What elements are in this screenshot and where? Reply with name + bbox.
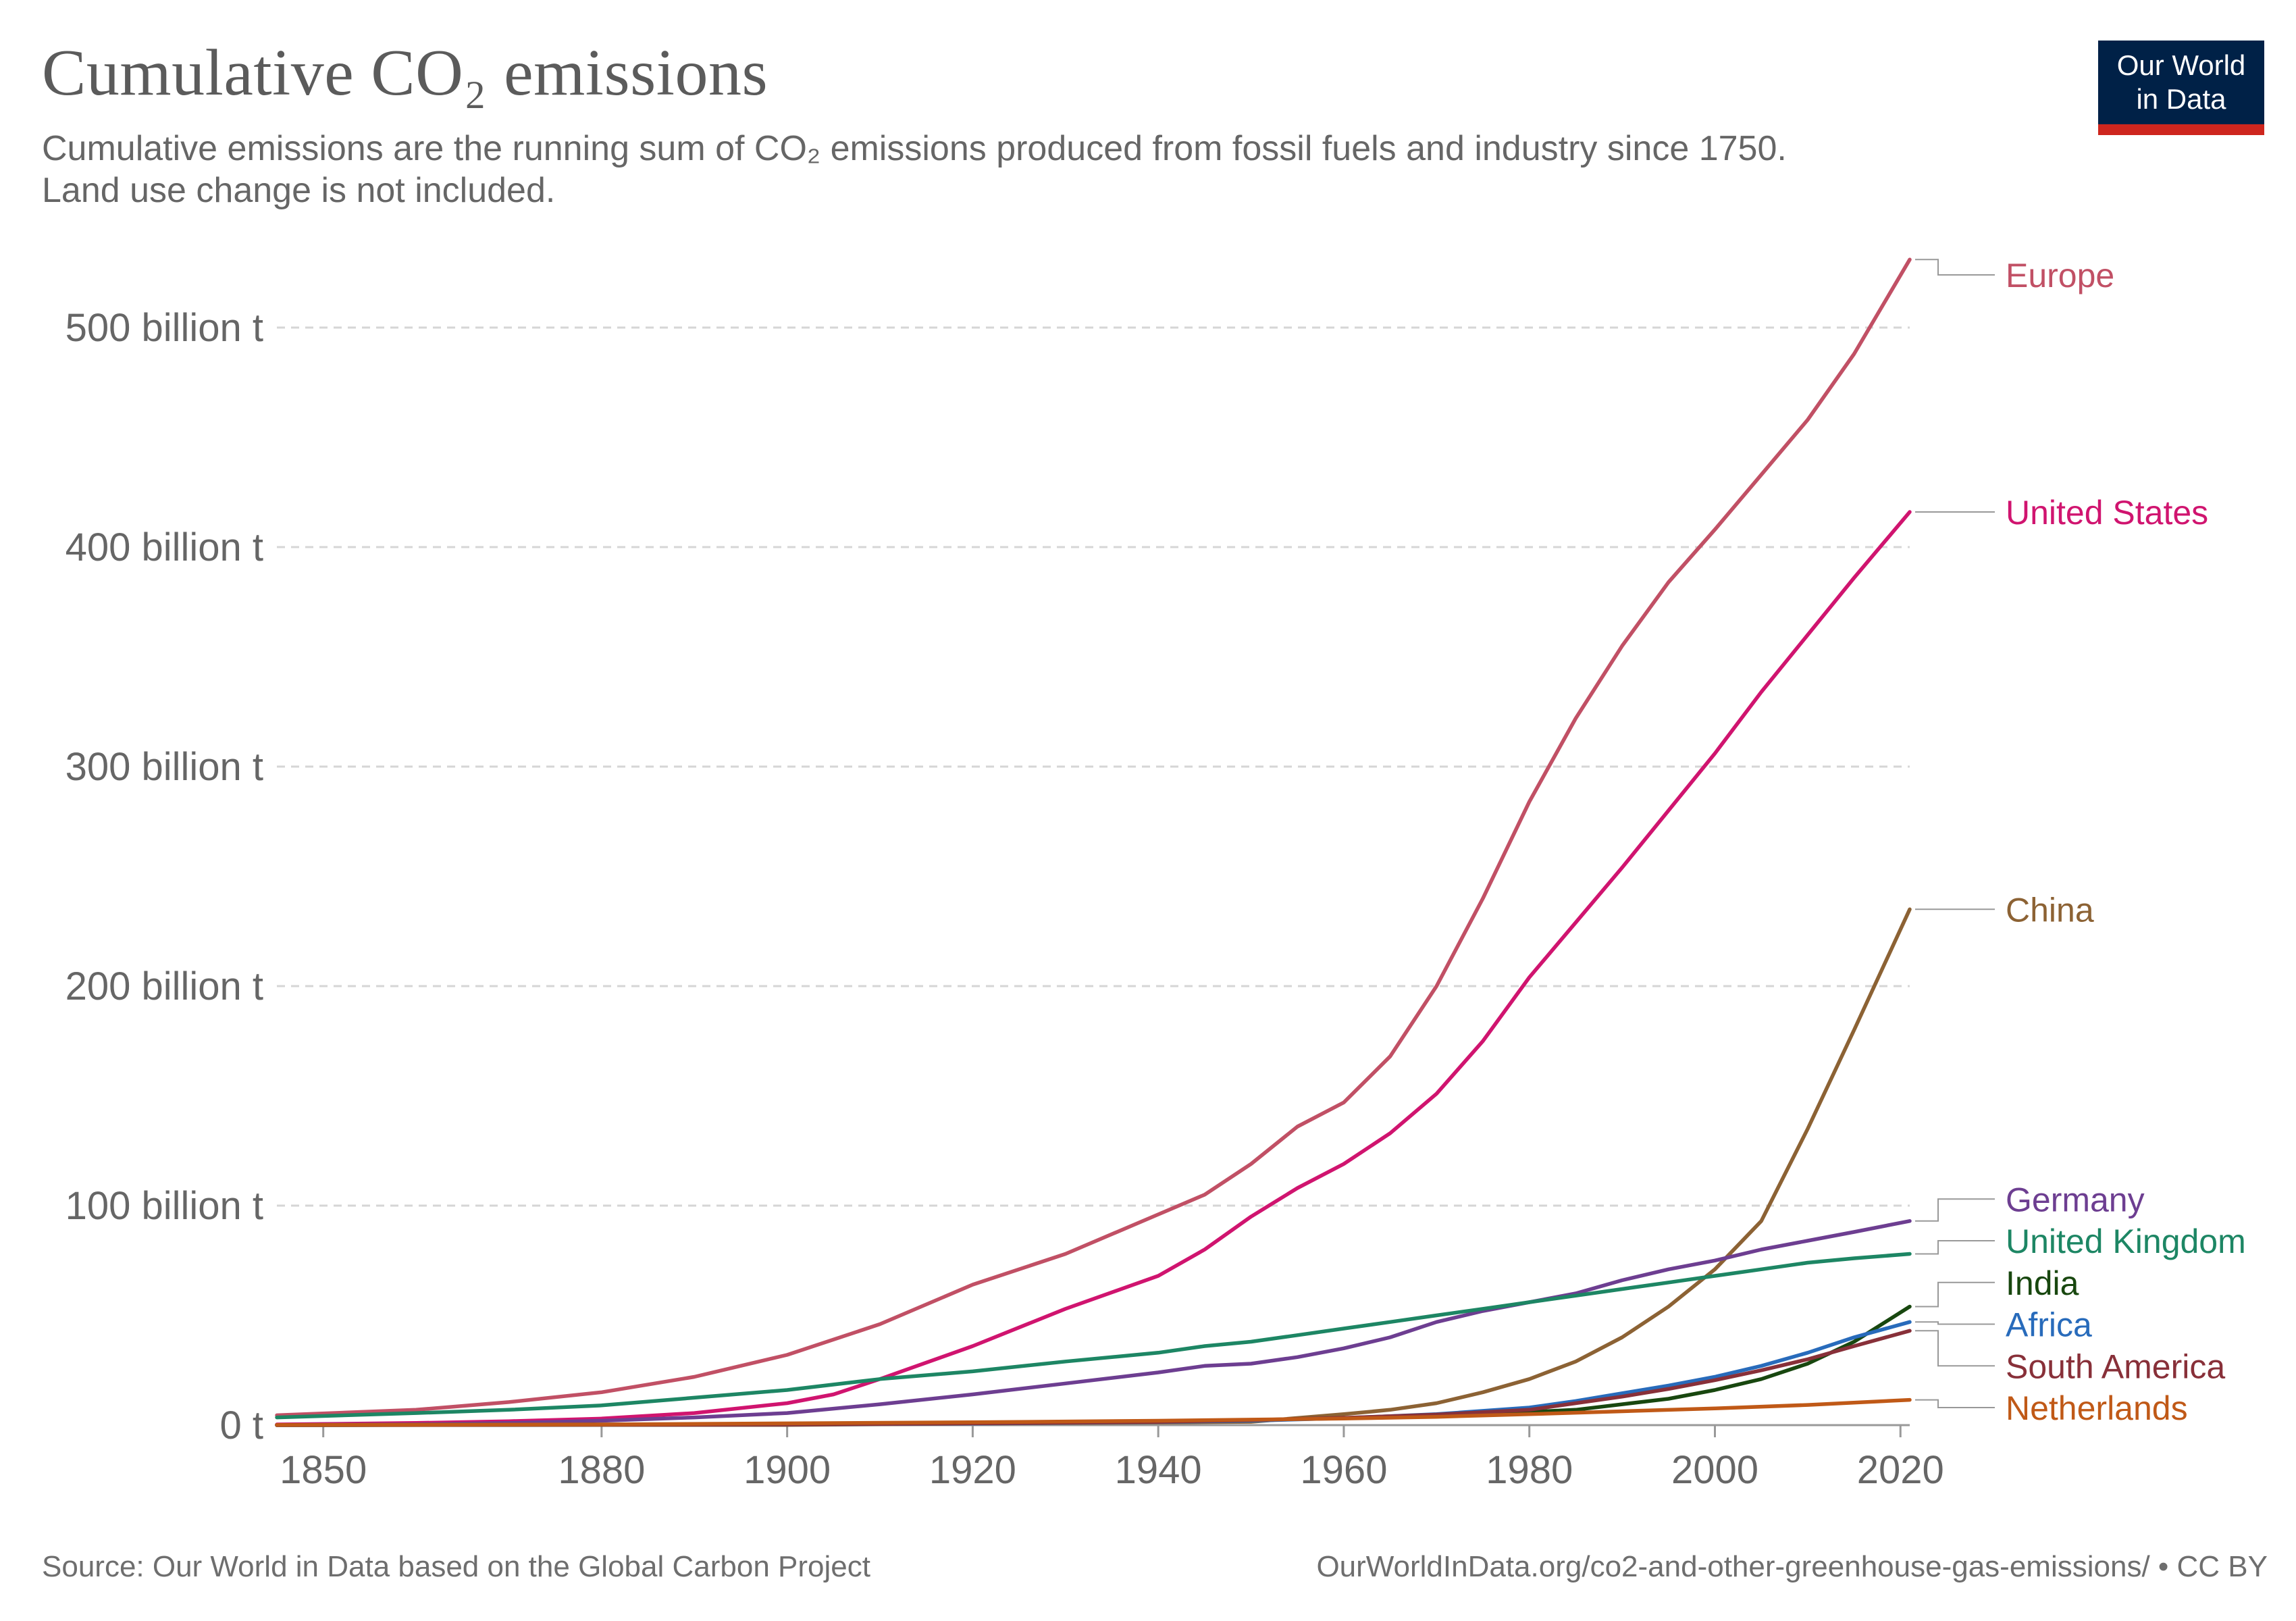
y-axis: 0 t 100 billion t 200 billion t 300 billion… [66, 306, 263, 1447]
series-label-china[interactable]: China [2006, 891, 2094, 929]
x-tick-label: 1850 [280, 1448, 367, 1492]
y-tick-label: 100 billion t [66, 1184, 263, 1228]
series-label-south-america[interactable]: South America [2006, 1347, 2225, 1385]
series-label-germany[interactable]: Germany [2006, 1181, 2145, 1218]
y-tick-label: 0 t [220, 1404, 264, 1447]
y-tick-label: 300 billion t [66, 745, 263, 789]
x-axis: 1850 1880 1900 1920 1940 1960 1980 2000 2020 [277, 1424, 1944, 1492]
y-tick-label: 400 billion t [66, 525, 263, 569]
x-tick-label: 1920 [929, 1448, 1016, 1492]
label-connector [1915, 259, 1995, 276]
series-line-netherlands[interactable] [275, 1397, 1912, 1427]
source-link[interactable]: OurWorldInData.org/co2-and-other-greenho… [1316, 1550, 2268, 1583]
page-title: Cumulative CO₂ emissions [42, 36, 768, 109]
series-line-europe[interactable] [275, 257, 1912, 1418]
x-tick-label: 2000 [1671, 1448, 1758, 1492]
x-tick-label: 1880 [558, 1448, 645, 1492]
label-connector [1915, 1321, 1995, 1325]
owid-logo[interactable]: Our World in Data [2098, 41, 2264, 135]
series-line-united-kingdom[interactable] [275, 1252, 1912, 1420]
series-line-united-states[interactable] [275, 510, 1912, 1426]
series-label-united-states[interactable]: United States [2006, 494, 2208, 532]
x-tick-label: 1960 [1300, 1448, 1387, 1492]
label-connector [1915, 1281, 1995, 1308]
series-label-africa[interactable]: Africa [2006, 1306, 2092, 1344]
y-tick-label: 500 billion t [66, 306, 263, 350]
series-label-india[interactable]: India [2006, 1264, 2079, 1302]
series-label-united-kingdom[interactable]: United Kingdom [2006, 1223, 2246, 1260]
logo-bar [2098, 124, 2264, 135]
series-line-germany[interactable] [275, 1219, 1912, 1427]
logo-line-2: in Data [2136, 83, 2226, 115]
x-tick-label: 1900 [743, 1448, 831, 1492]
series-lines [275, 257, 1912, 1427]
subtitle-line-2: Land use change is not included. [42, 171, 556, 210]
series-label-europe[interactable]: Europe [2006, 257, 2114, 294]
y-tick-label: 200 billion t [66, 964, 263, 1008]
logo-text: Our World in Data [2098, 49, 2264, 116]
label-connector [1915, 1399, 1995, 1408]
x-tick-label: 2020 [1857, 1448, 1944, 1492]
source-note: Source: Our World in Data based on the G… [42, 1550, 870, 1583]
logo-line-1: Our World [2116, 49, 2246, 81]
grid-lines [277, 326, 1910, 1207]
label-connector [1915, 1330, 1995, 1367]
series-label-netherlands[interactable]: Netherlands [2006, 1389, 2188, 1427]
series-labels: Europe United States China Germany United Ki… [1915, 257, 2246, 1427]
label-connector [1915, 1198, 1995, 1222]
x-tick-label: 1940 [1115, 1448, 1202, 1492]
subtitle-line-1: Cumulative emissions are the running sum… [42, 129, 1787, 168]
label-connector [1915, 1240, 1995, 1255]
x-tick-label: 1980 [1486, 1448, 1573, 1492]
